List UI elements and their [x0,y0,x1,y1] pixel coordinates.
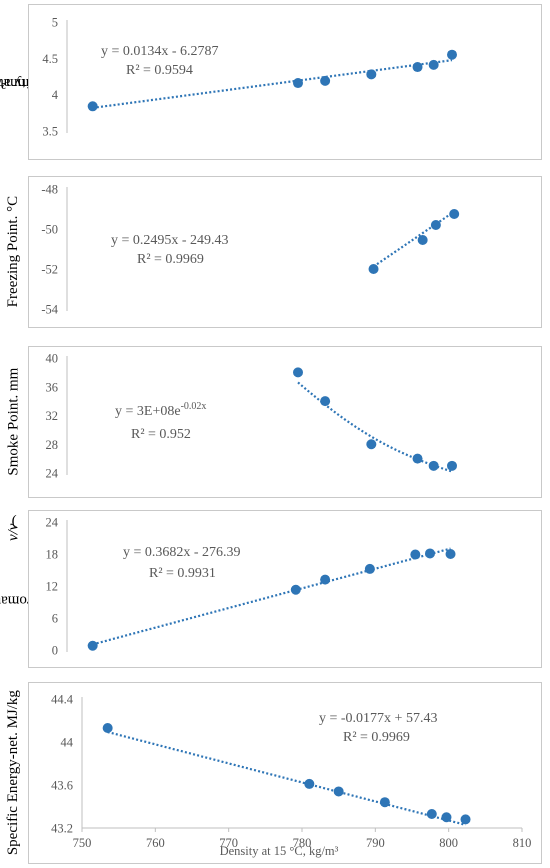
trend-line [92,547,451,646]
y-tick-label: 43.2 [51,822,73,836]
trend-equation: y = -0.0177x + 57.43 [319,711,437,726]
data-point [87,640,98,651]
y-tick-label: 40 [46,352,59,366]
trend-line [107,730,466,826]
x-tick-label: 760 [146,836,165,850]
data-point [304,778,315,789]
data-point [430,220,441,230]
data-point [87,101,98,112]
ylabel-viscosity: Viscosity at minus 20°C. mm²/s [0,74,70,91]
trend-equation: y = 0.2495x - 249.43 [111,233,229,248]
y-tick-label: 44 [61,736,74,750]
chart-specific-energy: 43.2 43.6 44 44.4 750 760 770 780 790 800 810 Densi… [51,693,532,859]
data-point [379,797,390,808]
data-point [293,367,303,378]
data-point [320,574,331,585]
y-tick-label: 24 [46,516,59,530]
y-tick-label: 44.4 [51,693,74,707]
chart-freezing-point: -54 -52 -50 -48 y = 0.2495x - 249.43 R² = 0.9… [41,183,460,317]
x-tick-label: 750 [73,836,92,850]
trend-line [297,381,453,473]
y-tick-label: 0 [52,644,58,658]
data-point [425,548,435,559]
data-point [293,78,303,89]
x-tick-label: 790 [366,836,385,850]
ylabel-smoke-point: Smoke Point. mm [5,368,22,476]
r-squared-label: R² = 0.9969 [343,730,410,745]
panel-specific-energy: 43.2 43.6 44 44.4 750 760 770 780 790 800 810 Densi… [28,682,542,864]
data-point [290,584,301,595]
data-point [428,59,439,70]
y-tick-label: 32 [46,409,59,423]
x-tick-label: 810 [513,836,532,850]
y-tick-label: 4 [52,88,59,102]
y-tick-label: 6 [52,612,58,626]
data-point [445,549,456,559]
data-point [412,62,423,73]
y-tick-label: 3.5 [42,125,58,139]
panel-total-aromatics: 0 6 12 18 24 y = 0.3682x - 276.39 R² = 0.9931 [28,510,542,668]
y-tick-label: -54 [41,303,58,317]
panel-smoke-point: 24 28 32 36 40 y = 3E+08e-0.02x R² = 0.952 [28,346,542,498]
ylabel-freezing-point: Freezing Point. °C [5,196,22,308]
data-point [428,460,439,471]
y-tick-label: 24 [46,467,59,481]
r-squared-label: R² = 0.9931 [149,566,216,581]
y-tick-label: -52 [41,263,58,277]
r-squared-label: R² = 0.9969 [137,252,204,267]
chart-viscosity: 3.5 4 4.5 5 y = 0.0134x - 6.2787 R² = 0.9594 [42,16,457,139]
ylabel-total-aromatics: Total aromatics.% (v/v) [0,514,73,609]
x-tick-label: 770 [219,836,238,850]
data-point [449,209,460,219]
data-point [447,460,457,471]
r-squared-label: R² = 0.952 [131,427,191,442]
y-tick-label: 36 [46,380,59,394]
trend-equation: y = 3E+08e-0.02x [115,401,206,419]
data-point [320,75,331,86]
data-point [368,264,379,274]
data-point [447,49,457,60]
r-squared-label: R² = 0.9594 [126,63,193,78]
data-point [333,786,344,797]
y-tick-label: -48 [41,183,58,197]
data-point [417,235,428,245]
chart-total-aromatics: 0 6 12 18 24 y = 0.3682x - 276.39 R² = 0.9931 [46,516,456,658]
data-point [102,723,113,734]
data-point [410,549,421,560]
data-point [320,396,331,407]
panel-freezing-point: -54 -52 -50 -48 y = 0.2495x - 249.43 R² = 0.9… [28,176,542,328]
y-tick-label: 18 [46,548,59,562]
y-tick-label: 12 [46,580,59,594]
y-tick-label: 4.5 [42,52,58,66]
trend-line [92,59,453,109]
ylabel-specific-energy: Specific Energy-net. MJ/kg [5,690,22,856]
data-point [426,809,437,820]
data-point [441,812,452,823]
data-point [366,439,377,450]
x-tick-label: 780 [293,836,312,850]
y-tick-label: 5 [52,16,58,30]
y-tick-label: -50 [41,223,58,237]
x-axis-label: Density at 15 °C, kg/m³ [220,844,339,858]
x-tick-label: 800 [439,836,458,850]
trend-equation: y = 0.3682x - 276.39 [123,545,241,560]
trend-equation: y = 0.0134x - 6.2787 [101,44,219,59]
panel-viscosity: 3.5 4 4.5 5 y = 0.0134x - 6.2787 R² = 0.9594 [28,4,542,160]
data-point [366,69,377,80]
y-tick-label: 43.6 [51,779,73,793]
data-point [364,563,375,574]
chart-smoke-point: 24 28 32 36 40 y = 3E+08e-0.02x R² = 0.952 [46,352,457,481]
y-tick-label: 28 [46,438,59,452]
data-point [412,453,423,464]
trend-line [372,210,455,268]
data-point [460,814,471,825]
